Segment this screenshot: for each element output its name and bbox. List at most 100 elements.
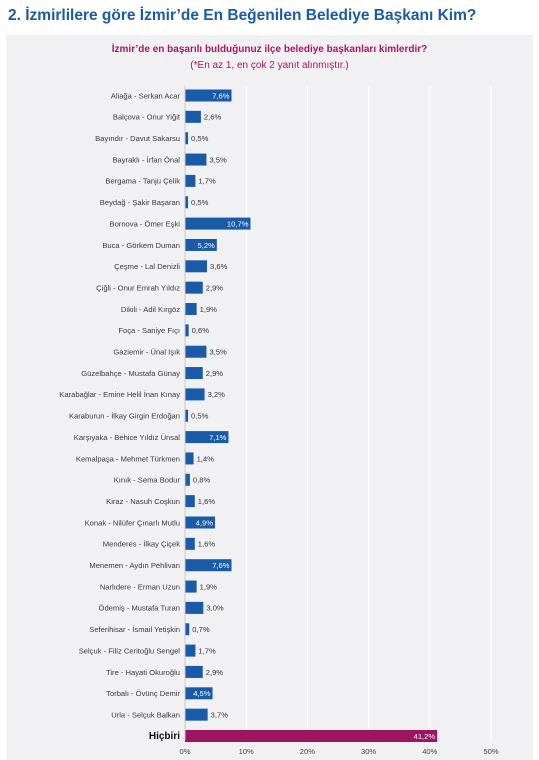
category-label: Bornova - Ömer Eşki <box>110 219 181 228</box>
data-label: 4,5% <box>193 689 211 698</box>
data-label: 1,6% <box>198 497 216 506</box>
bar <box>185 708 208 721</box>
category-label: Tire - Hayati Okuroğlu <box>106 668 180 677</box>
category-label: Karşıyaka - Behice Yıldız Ünsal <box>74 433 181 442</box>
bar <box>185 238 217 251</box>
bar <box>185 431 229 444</box>
data-label: 41,2% <box>414 732 436 741</box>
x-tick-label: 0% <box>180 747 191 756</box>
bar <box>185 495 195 508</box>
x-tick-label: 50% <box>483 747 498 756</box>
x-tick-label: 30% <box>361 747 376 756</box>
bar <box>185 367 203 380</box>
bar <box>185 409 189 422</box>
data-label: 1,7% <box>198 646 216 655</box>
category-label: Dikili - Adil Kırgöz <box>121 305 180 314</box>
category-label: Kınık - Sema Bodur <box>114 476 181 485</box>
data-label: 3,5% <box>209 155 227 164</box>
category-label: Torbalı - Övünç Demir <box>106 689 180 698</box>
data-label: 5,2% <box>198 241 216 250</box>
data-label: 7,1% <box>209 433 227 442</box>
data-label: 1,4% <box>197 454 215 463</box>
x-tick-label: 40% <box>422 747 437 756</box>
data-label: 3,6% <box>210 262 228 271</box>
category-label: Gaziemir - Ünal Işık <box>113 348 180 357</box>
data-label: 7,6% <box>212 91 230 100</box>
page-title: 2. İzmirlilere göre İzmir’de En Beğenile… <box>8 7 477 24</box>
data-label: 0,5% <box>191 412 209 421</box>
bar <box>185 537 195 550</box>
bar <box>185 217 251 230</box>
data-label: 4,9% <box>196 518 214 527</box>
bar <box>185 281 203 294</box>
data-label: 2,6% <box>204 113 222 122</box>
bar <box>185 89 232 102</box>
data-label: 3,0% <box>206 604 224 613</box>
category-label: Karaburun - İlkay Girgin Erdoğan <box>69 412 180 421</box>
category-label: Bayındır - Davut Sakarsu <box>95 134 180 143</box>
data-label: 0,7% <box>192 625 210 634</box>
category-label: Bayraklı - İrfan Önal <box>112 155 180 164</box>
chart-title: İzmir’de en başarılı bulduğunuz ilçe bel… <box>111 44 428 55</box>
bar <box>185 196 189 209</box>
data-label: 1,9% <box>200 582 218 591</box>
bar <box>185 730 438 742</box>
category-label: Kemalpaşa - Mehmet Türkmen <box>76 454 180 463</box>
bar <box>185 153 207 166</box>
data-label: 0,5% <box>191 198 209 207</box>
x-tick-label: 20% <box>300 747 315 756</box>
data-label: 1,6% <box>198 540 216 549</box>
category-label: Narlıdere - Erman Uzun <box>100 582 180 591</box>
bar <box>185 324 189 337</box>
data-label: 2,9% <box>206 283 224 292</box>
bar <box>185 303 197 315</box>
category-label: Bergama - Tanju Çelik <box>105 177 180 186</box>
bar <box>185 452 194 465</box>
bar <box>185 623 190 636</box>
x-tick-label: 10% <box>239 747 254 756</box>
category-label: Ödemiş - Mustafa Turan <box>99 604 180 613</box>
bar <box>185 260 208 273</box>
data-label: 1,7% <box>198 177 216 186</box>
data-label: 3,2% <box>208 390 226 399</box>
category-label: Urla - Selçuk Balkan <box>111 710 180 719</box>
bar <box>185 110 201 123</box>
category-label: Çeşme - Lal Denizli <box>114 262 180 271</box>
data-label: 2,9% <box>206 369 224 378</box>
data-label: 3,5% <box>209 348 227 357</box>
category-label: Menemen - Aydın Pehlivan <box>89 561 180 570</box>
category-label: Konak - Nilüfer Çınarlı Mutlu <box>85 518 180 527</box>
category-label: Kiraz - Nasuh Coşkun <box>106 497 180 506</box>
bar <box>185 473 190 486</box>
bar <box>185 132 189 145</box>
chart-panel <box>6 35 533 760</box>
data-label: 0,5% <box>191 134 209 143</box>
bar <box>185 687 213 700</box>
bar <box>185 345 207 358</box>
category-label: Hiçbiri <box>149 731 180 742</box>
category-label: Aliağa - Serkan Acar <box>111 91 181 100</box>
bar <box>185 580 197 593</box>
chart-subtitle: (*En az 1, en çok 2 yanıt alınmıştır.) <box>190 60 349 71</box>
data-label: 1,9% <box>200 305 218 314</box>
category-label: Buca - Görkem Duman <box>102 241 180 250</box>
bar <box>185 388 205 401</box>
data-label: 2,9% <box>206 668 224 677</box>
data-label: 3,7% <box>211 710 229 719</box>
bar <box>185 559 232 572</box>
bar <box>185 174 196 187</box>
category-label: Foça - Saniye Fıçı <box>118 326 180 335</box>
category-label: Güzelbahçe - Mustafa Günay <box>81 369 180 378</box>
category-label: Menderes - İlkay Çiçek <box>103 540 180 549</box>
category-label: Balçova - Onur Yiğit <box>113 113 181 122</box>
category-label: Karabağlar - Emine Helil İnan Kınay <box>59 390 180 399</box>
category-label: Seferihisar - İsmail Yetişkin <box>89 625 180 634</box>
bar <box>185 601 204 614</box>
bar <box>185 644 196 657</box>
data-label: 10,7% <box>227 219 249 228</box>
data-label: 7,6% <box>212 561 230 570</box>
data-label: 0,8% <box>193 476 211 485</box>
category-label: Çiğli - Onur Emrah Yıldız <box>96 283 180 292</box>
data-label: 0,6% <box>192 326 210 335</box>
